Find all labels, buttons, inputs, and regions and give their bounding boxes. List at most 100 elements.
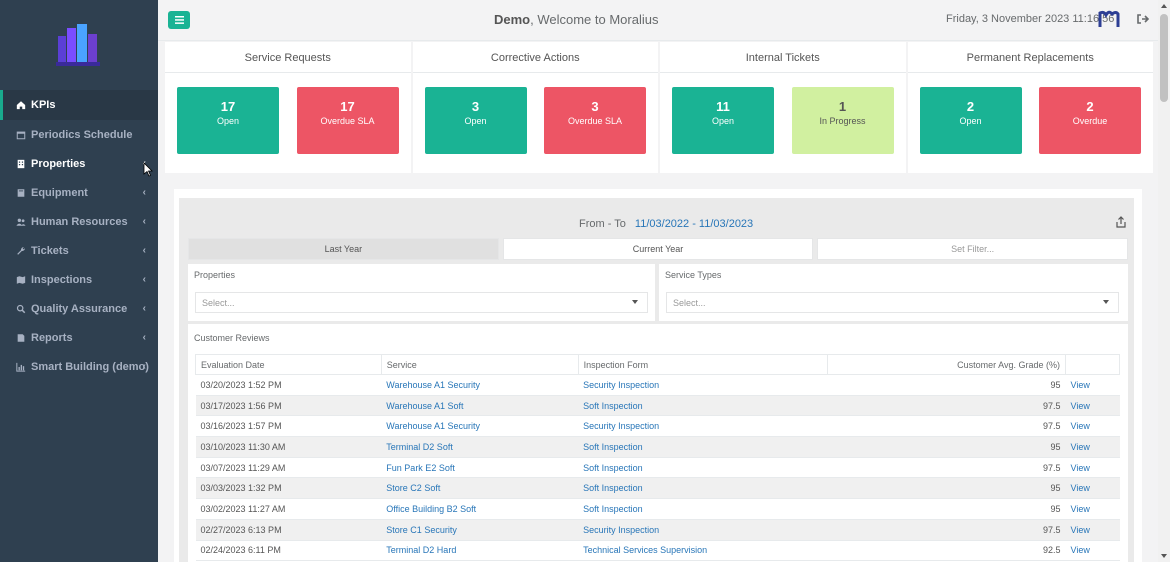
welcome-text: , Welcome to Moralius: [530, 12, 659, 27]
sidebar-item-reports[interactable]: Reports ‹: [0, 323, 158, 352]
report-icon: [15, 333, 27, 343]
inspection-form-link[interactable]: Soft Inspection: [578, 498, 828, 520]
view-link[interactable]: View: [1070, 421, 1090, 432]
welcome-title: Demo, Welcome to Moralius: [494, 12, 658, 27]
company-name: Demo: [494, 12, 531, 27]
service-link[interactable]: Store C1 Security: [381, 519, 579, 541]
grade-cell: 97.5: [827, 395, 1066, 417]
kpi-tile-value: 17: [220, 99, 236, 114]
inspection-form-link[interactable]: Soft Inspection: [578, 477, 828, 500]
export-icon[interactable]: [1115, 216, 1127, 228]
properties-select[interactable]: Select...: [195, 292, 648, 313]
kpi-tile-label: In Progress: [819, 116, 866, 126]
inspection-form-link[interactable]: Soft Inspection: [578, 395, 828, 417]
evaluation-date-cell: 03/16/2023 1:57 PM: [195, 415, 382, 438]
view-link[interactable]: View: [1070, 441, 1090, 452]
kpi-tile-label: Overdue SLA: [567, 116, 623, 126]
menu-toggle-button[interactable]: [168, 11, 190, 29]
tab-set-filter[interactable]: Set Filter...: [817, 238, 1129, 260]
inspection-form-link[interactable]: Soft Inspection: [578, 436, 828, 458]
sidebar-item-label: Periodics Schedule: [31, 128, 133, 141]
view-link[interactable]: View: [1070, 545, 1090, 556]
kpi-row: Service Requests 17 Open 17 Overdue SLA Corre…: [165, 42, 1153, 173]
sidebar-item-tickets[interactable]: Tickets ‹: [0, 236, 158, 265]
chevron-left-icon: ‹: [142, 361, 146, 372]
sidebar-item-periodics-schedule[interactable]: Periodics Schedule: [0, 120, 158, 149]
kpi-title: Internal Tickets: [660, 52, 906, 73]
customer-reviews: Customer Reviews Evaluation Date Service…: [188, 324, 1128, 562]
service-link[interactable]: Warehouse A1 Soft: [381, 395, 579, 417]
date-range-value[interactable]: 11/03/2022 - 11/03/2023: [634, 218, 754, 230]
caret-down-icon: [632, 300, 638, 304]
service-link[interactable]: Store C2 Soft: [381, 477, 579, 500]
sidebar-item-inspections[interactable]: Inspections ‹: [0, 265, 158, 294]
kpi-tile-label: Overdue: [1072, 116, 1108, 126]
grade-cell: 97.5: [827, 457, 1066, 479]
tab-last-year[interactable]: Last Year: [188, 238, 499, 260]
inspection-form-link[interactable]: Security Inspection: [578, 415, 828, 438]
kpi-title: Permanent Replacements: [907, 52, 1153, 73]
kpi-tile[interactable]: 2 Open: [919, 87, 1022, 154]
scroll-up-arrow-icon[interactable]: [1161, 4, 1167, 8]
scrollbar-thumb[interactable]: [1160, 14, 1168, 102]
grade-cell: 95: [827, 436, 1066, 458]
column-header-inspection-form[interactable]: Inspection Form: [577, 354, 829, 375]
logout-icon[interactable]: [1136, 12, 1150, 26]
sidebar-item-kpis[interactable]: KPIs: [0, 90, 158, 120]
service-link[interactable]: Terminal D2 Hard: [381, 540, 579, 562]
service-types-select[interactable]: Select...: [666, 292, 1119, 313]
sidebar-item-equipment[interactable]: Equipment ‹: [0, 178, 158, 207]
table-row: 03/17/2023 1:56 PM Warehouse A1 Soft Soft …: [195, 395, 1120, 417]
table-row: 03/16/2023 1:57 PM Warehouse A1 Security S…: [195, 415, 1120, 438]
app-logo-icon[interactable]: [1097, 8, 1121, 30]
kpi-tile[interactable]: 3 Open: [424, 87, 527, 154]
kpi-tiles: 17 Open 17 Overdue SLA: [177, 87, 399, 154]
sidebar-item-quality-assurance[interactable]: Quality Assurance ‹: [0, 294, 158, 323]
top-navbar: Demo, Welcome to Moralius Friday, 3 Nove…: [158, 0, 1158, 41]
grade-cell: 95: [827, 477, 1066, 500]
scroll-down-arrow-icon[interactable]: [1161, 554, 1167, 558]
page-scrollbar[interactable]: [1158, 0, 1170, 562]
sidebar-item-properties[interactable]: Properties‹: [0, 149, 158, 178]
inspection-form-link[interactable]: Soft Inspection: [578, 457, 828, 479]
service-link[interactable]: Warehouse A1 Security: [381, 374, 579, 396]
inspection-form-link[interactable]: Technical Services Supervision: [578, 540, 828, 562]
kpi-tile[interactable]: 3 Overdue SLA: [544, 87, 646, 154]
view-link[interactable]: View: [1070, 483, 1090, 494]
kpi-tile[interactable]: 17 Open: [177, 87, 279, 154]
company-logo[interactable]: [52, 20, 104, 70]
column-header-grade[interactable]: Customer Avg. Grade (%): [827, 354, 1066, 375]
evaluation-date-cell: 03/20/2023 1:52 PM: [195, 374, 382, 396]
kpi-tile-label: Open: [216, 116, 240, 126]
sidebar-item-human-resources[interactable]: Human Resources ‹: [0, 207, 158, 236]
book-icon: [15, 188, 27, 198]
column-header-date[interactable]: Evaluation Date: [195, 354, 382, 375]
service-link[interactable]: Terminal D2 Soft: [381, 436, 579, 458]
view-link[interactable]: View: [1070, 524, 1090, 535]
chart-icon: [15, 362, 27, 372]
view-link[interactable]: View: [1070, 400, 1090, 411]
calendar-icon: [15, 130, 27, 140]
view-link[interactable]: View: [1070, 462, 1090, 473]
view-link[interactable]: View: [1070, 379, 1090, 390]
column-header-service[interactable]: Service: [380, 354, 579, 375]
chevron-left-icon: ‹: [142, 303, 146, 314]
service-link[interactable]: Fun Park E2 Soft: [381, 457, 579, 479]
table-row: 03/02/2023 11:27 AM Office Building B2 So…: [195, 498, 1120, 520]
kpi-tile-label: Open: [711, 116, 735, 126]
evaluation-date-cell: 03/10/2023 11:30 AM: [195, 436, 382, 458]
kpi-tile[interactable]: 11 Open: [672, 87, 774, 154]
inspection-form-link[interactable]: Security Inspection: [578, 374, 828, 396]
sidebar-item-smart-building-demo[interactable]: Smart Building (demo) ‹: [0, 352, 158, 381]
kpi-tile[interactable]: 2 Overdue: [1039, 87, 1141, 154]
sidebar-item-label: KPIs: [31, 99, 56, 111]
kpi-tile[interactable]: 1 In Progress: [791, 87, 894, 154]
kpi-tile[interactable]: 17 Overdue SLA: [296, 87, 399, 154]
service-link[interactable]: Office Building B2 Soft: [381, 498, 579, 520]
view-link[interactable]: View: [1070, 503, 1090, 514]
service-link[interactable]: Warehouse A1 Security: [381, 415, 579, 438]
table-row: 03/07/2023 11:29 AM Fun Park E2 Soft Soft …: [195, 457, 1120, 479]
tab-current-year[interactable]: Current Year: [502, 238, 814, 260]
inspection-form-link[interactable]: Security Inspection: [578, 519, 828, 541]
mouse-cursor-icon: [143, 162, 153, 178]
